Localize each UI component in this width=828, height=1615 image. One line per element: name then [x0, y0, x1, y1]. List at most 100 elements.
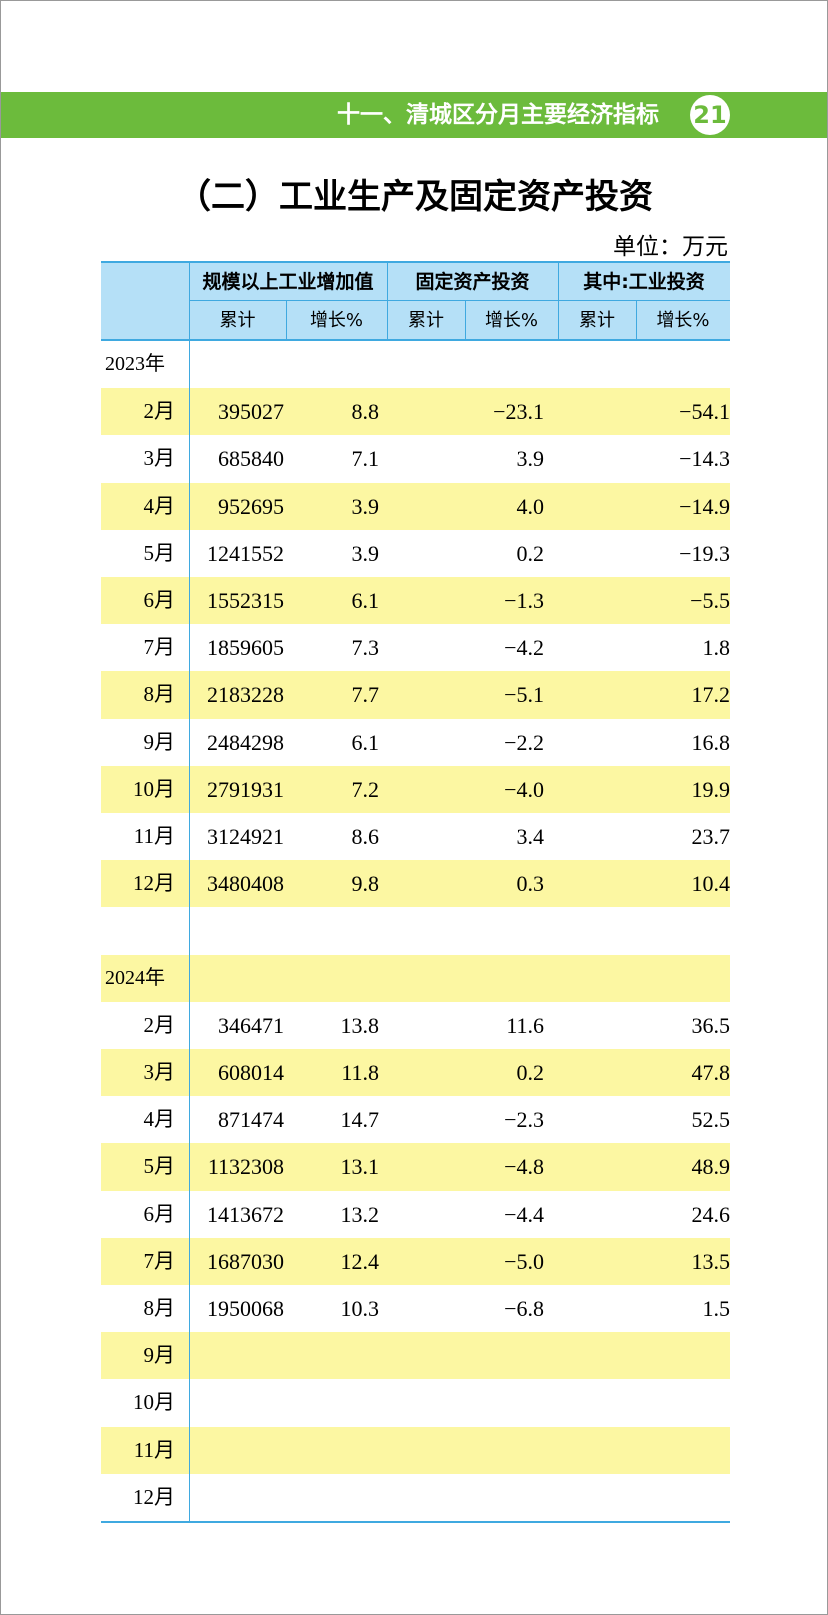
row-stripe — [101, 577, 730, 625]
bottom-line — [101, 1521, 730, 1523]
cell: −2.2 — [504, 729, 544, 755]
cell: 23.7 — [691, 824, 731, 849]
row-stripe — [101, 860, 730, 908]
cell: 3124921 — [207, 824, 284, 849]
cell: 14.7 — [340, 1107, 380, 1133]
header-title: 十一、清城区分月主要经济指标 — [337, 102, 659, 128]
header-bg — [101, 261, 730, 341]
col-line — [286, 301, 287, 341]
cell: 52.5 — [691, 1107, 731, 1133]
cell: 3.9 — [351, 493, 380, 519]
cell: −5.1 — [504, 682, 544, 708]
header-band: 十一、清城区分月主要经济指标 21 — [1, 92, 827, 138]
cell: 952695 — [218, 493, 284, 519]
cell: 16.8 — [691, 729, 731, 755]
cell: 1.8 — [702, 635, 731, 661]
col-line — [636, 301, 637, 341]
cell: 8.6 — [351, 824, 380, 849]
month-label: 3月 — [143, 446, 176, 471]
cell: 1132308 — [207, 1154, 284, 1180]
cell: 608014 — [218, 1060, 284, 1085]
cell: 8.8 — [351, 399, 380, 425]
month-label: 8月 — [143, 1296, 176, 1320]
month-label: 5月 — [143, 540, 176, 565]
month-label: 10月 — [133, 776, 175, 801]
cell: 10.4 — [691, 871, 731, 897]
sub-header: 增长% — [309, 310, 364, 331]
cell: −2.3 — [504, 1107, 544, 1133]
cell: 13.2 — [340, 1201, 380, 1227]
month-label: 7月 — [143, 635, 176, 660]
cell: 36.5 — [691, 1012, 731, 1038]
sub-header: 累计 — [408, 310, 444, 331]
cell: 1413672 — [207, 1201, 284, 1227]
row-stripe — [101, 1426, 730, 1474]
sub-header: 累计 — [579, 310, 615, 331]
cell: 3480408 — [207, 871, 284, 897]
cell: −4.0 — [504, 776, 544, 802]
month-label: 4月 — [143, 493, 176, 518]
cell: 1241552 — [207, 540, 284, 566]
month-label: 8月 — [143, 682, 176, 707]
cell: −19.3 — [679, 540, 730, 566]
cell: 0.2 — [516, 540, 545, 566]
cell: 2183228 — [207, 682, 284, 708]
month-label: 6月 — [143, 588, 176, 612]
cell: 12.4 — [340, 1248, 380, 1274]
month-label: 3月 — [143, 1060, 176, 1084]
cell: −14.9 — [679, 493, 730, 519]
group-header: 固定资产投资 — [387, 263, 558, 301]
group-header: 其中:工业投资 — [558, 263, 730, 301]
cell: −1.3 — [504, 588, 544, 613]
row-stripe — [101, 954, 730, 1002]
cell: 1950068 — [207, 1296, 284, 1321]
cell: 11.6 — [506, 1012, 544, 1038]
month-label: 9月 — [143, 729, 176, 754]
month-label: 7月 — [143, 1248, 176, 1273]
cell: −4.4 — [504, 1201, 544, 1227]
cell: 0.2 — [516, 1060, 545, 1085]
cell: 13.1 — [340, 1154, 380, 1180]
cell: 19.9 — [691, 776, 731, 802]
row-stripe — [101, 1143, 730, 1191]
month-label: 10月 — [133, 1390, 175, 1415]
year-label: 2024年 — [105, 966, 165, 989]
month-label: 9月 — [143, 1343, 176, 1368]
cell: 47.8 — [691, 1060, 731, 1085]
cell: −14.3 — [679, 446, 730, 472]
col-line — [558, 263, 559, 341]
cell: 6.1 — [351, 588, 380, 613]
cell: 3.9 — [351, 540, 380, 566]
month-label: 5月 — [143, 1154, 176, 1179]
month-label: 4月 — [143, 1107, 176, 1132]
month-label: 2月 — [143, 399, 176, 424]
month-label: 12月 — [133, 871, 175, 896]
cell: −5.0 — [504, 1248, 544, 1274]
row-stripe — [101, 482, 730, 530]
sub-header: 增长% — [484, 310, 539, 331]
cell: 7.3 — [351, 635, 380, 661]
cell: 11.8 — [341, 1060, 379, 1085]
cell: 0.3 — [516, 871, 545, 897]
row-stripe — [101, 388, 730, 436]
cell: −54.1 — [679, 399, 730, 425]
unit: 单位：万元 — [613, 234, 728, 260]
cell: 1552315 — [207, 588, 284, 613]
year-label: 2023年 — [105, 353, 165, 375]
cell: 48.9 — [691, 1154, 731, 1180]
cell: −4.2 — [504, 635, 544, 661]
group-header: 规模以上工业增加值 — [189, 263, 387, 301]
cell: 7.7 — [351, 682, 380, 708]
cell: 2791931 — [207, 776, 284, 802]
row-stripe — [101, 671, 730, 719]
cell: 17.2 — [691, 682, 731, 708]
cell: 1687030 — [207, 1248, 284, 1274]
page-number: 21 — [690, 95, 730, 135]
cell: 1859605 — [207, 635, 284, 661]
cell: 7.2 — [351, 776, 380, 802]
cell: −5.5 — [690, 588, 730, 613]
sub-header: 累计 — [219, 310, 256, 331]
cell: 13.5 — [691, 1248, 731, 1274]
